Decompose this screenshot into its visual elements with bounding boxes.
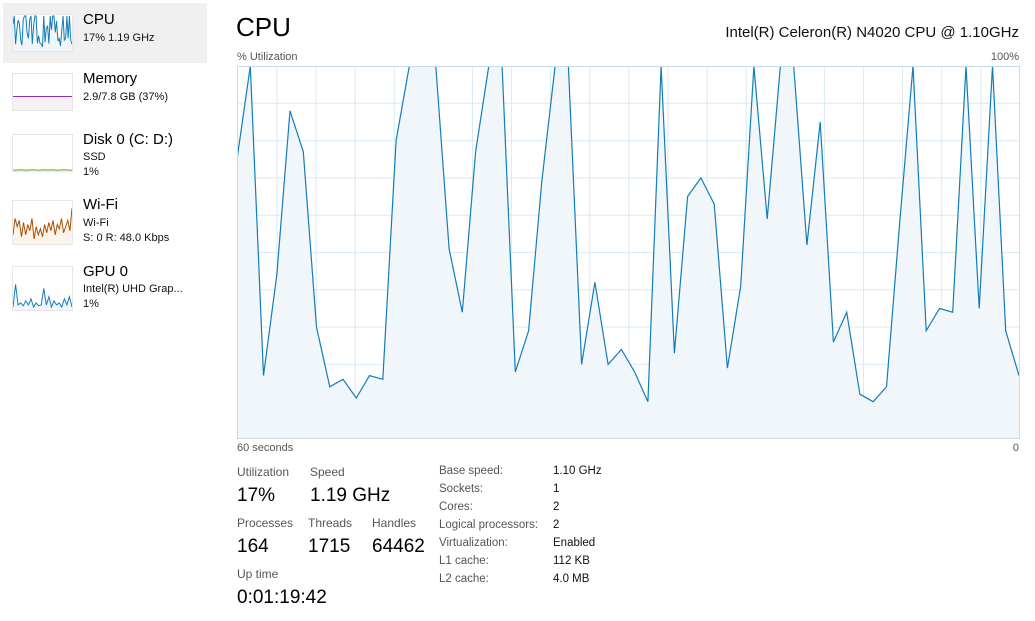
memory-thumbnail-graph xyxy=(12,73,73,111)
gpu-thumbnail-graph xyxy=(12,266,73,311)
chart-border xyxy=(237,66,1020,439)
spec-value: 1 xyxy=(553,483,560,495)
spec-label: Cores: xyxy=(439,501,473,513)
sidebar-item-title: Memory xyxy=(83,70,138,87)
sidebar: CPU 17% 1.19 GHz Memory 2.9/7.8 GB (37%)… xyxy=(0,0,210,621)
sparkline-area xyxy=(13,96,72,110)
utilization-area xyxy=(237,66,1019,439)
uptime-label: Up time xyxy=(237,567,279,581)
sparkline xyxy=(13,15,72,47)
sparkline-area xyxy=(13,208,72,244)
sidebar-item-gpu[interactable]: GPU 0 Intel(R) UHD Grap... 1% xyxy=(3,255,207,315)
spec-value: 112 KB xyxy=(553,555,590,567)
sparkline-area xyxy=(13,15,72,51)
sidebar-item-disk[interactable]: Disk 0 (C: D:) SSD 1% xyxy=(3,123,207,183)
processes-label: Processes xyxy=(237,516,294,530)
spec-value: Enabled xyxy=(553,537,596,549)
sidebar-item-subtitle: 2.9/7.8 GB (37%) xyxy=(83,91,168,103)
cpu-model-name: Intel(R) Celeron(R) N4020 CPU @ 1.10GHz xyxy=(725,24,1019,41)
sparkline xyxy=(13,208,72,240)
chart-y-max-label: 100% xyxy=(990,51,1019,63)
sidebar-item-memory[interactable]: Memory 2.9/7.8 GB (37%) xyxy=(3,62,207,122)
cpu-utilization-chart xyxy=(237,66,1020,439)
spec-value: 4.0 MB xyxy=(553,573,590,585)
uptime-value: 0:01:19:42 xyxy=(237,587,327,608)
utilization-label: Utilization xyxy=(237,465,290,479)
page-title: CPU xyxy=(236,12,291,42)
spec-label: Base speed: xyxy=(439,465,503,477)
spec-label: Sockets: xyxy=(439,483,484,495)
sidebar-item-title: GPU 0 xyxy=(83,263,129,280)
sidebar-item-subtitle: Wi-Fi xyxy=(83,217,109,229)
sidebar-item-cpu[interactable]: CPU 17% 1.19 GHz xyxy=(3,3,207,63)
handles-label: Handles xyxy=(372,516,417,530)
utilization-value: 17% xyxy=(237,485,276,506)
sidebar-item-title: Disk 0 (C: D:) xyxy=(83,131,173,148)
speed-label: Speed xyxy=(310,465,345,479)
sparkline xyxy=(13,284,72,309)
sidebar-item-subtitle: SSD xyxy=(83,151,106,163)
spec-value: 2 xyxy=(553,519,560,531)
sidebar-item-wifi[interactable]: Wi-Fi Wi-Fi S: 0 R: 48.0 Kbps xyxy=(3,188,207,248)
sidebar-item-subtitle: 17% 1.19 GHz xyxy=(83,32,155,44)
spec-label: L1 cache: xyxy=(439,555,489,567)
chart-y-label: % Utilization xyxy=(237,51,298,63)
sidebar-item-subtitle: Intel(R) UHD Grap... xyxy=(83,283,183,295)
processes-value: 164 xyxy=(237,536,269,557)
disk-thumbnail-graph xyxy=(12,134,73,172)
wifi-thumbnail-graph xyxy=(12,200,73,245)
spec-value: 1.10 GHz xyxy=(553,465,602,477)
sidebar-item-title: CPU xyxy=(83,11,115,28)
sidebar-item-title: Wi-Fi xyxy=(83,196,118,213)
spec-value: 2 xyxy=(553,501,560,513)
speed-value: 1.19 GHz xyxy=(310,485,391,506)
sidebar-item-subtitle: 1% xyxy=(83,298,99,310)
sidebar-item-subtitle: S: 0 R: 48.0 Kbps xyxy=(83,232,170,244)
chart-y-min-label: 0 xyxy=(1012,442,1019,454)
spec-label: Virtualization: xyxy=(439,537,508,549)
chart-x-label: 60 seconds xyxy=(237,442,294,454)
cpu-thumbnail-graph xyxy=(12,14,73,52)
spec-label: L2 cache: xyxy=(439,573,489,585)
sidebar-item-subtitle: 1% xyxy=(83,166,99,178)
handles-value: 64462 xyxy=(372,536,425,557)
utilization-line xyxy=(237,66,1020,403)
spec-label: Logical processors: xyxy=(439,519,539,531)
threads-value: 1715 xyxy=(308,536,351,557)
threads-label: Threads xyxy=(308,516,353,530)
